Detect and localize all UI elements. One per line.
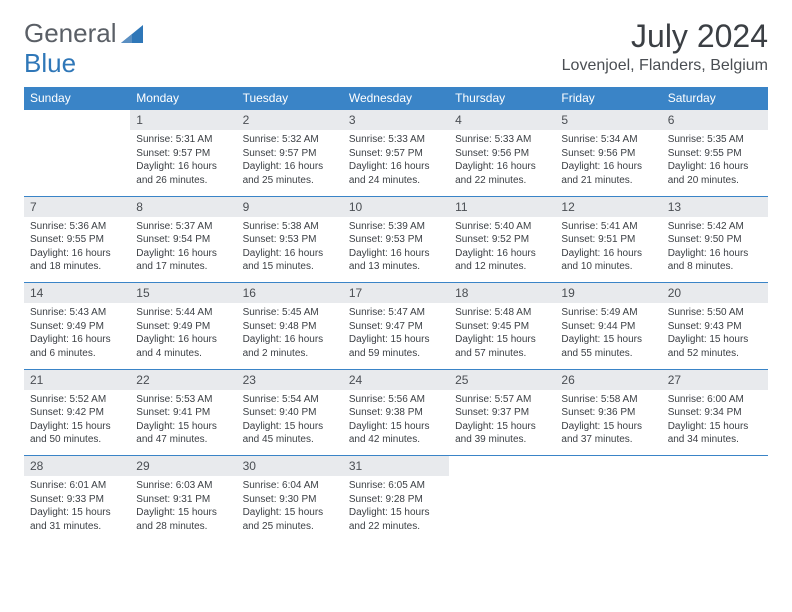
weekday-header: Saturday bbox=[662, 87, 768, 110]
title-block: July 2024 Lovenjoel, Flanders, Belgium bbox=[562, 18, 768, 75]
day-content-cell: Sunrise: 5:31 AMSunset: 9:57 PMDaylight:… bbox=[130, 130, 236, 196]
header: General July 2024 Lovenjoel, Flanders, B… bbox=[24, 18, 768, 75]
day-content-cell: Sunrise: 5:32 AMSunset: 9:57 PMDaylight:… bbox=[237, 130, 343, 196]
day-number-cell: 9 bbox=[237, 196, 343, 217]
day-content-cell: Sunrise: 5:52 AMSunset: 9:42 PMDaylight:… bbox=[24, 390, 130, 456]
day-content-cell: Sunrise: 5:42 AMSunset: 9:50 PMDaylight:… bbox=[662, 217, 768, 283]
day-number-cell: 10 bbox=[343, 196, 449, 217]
day-content-cell: Sunrise: 6:01 AMSunset: 9:33 PMDaylight:… bbox=[24, 476, 130, 542]
weekday-header: Friday bbox=[555, 87, 661, 110]
day-number-cell: 1 bbox=[130, 110, 236, 131]
day-number-row: 14151617181920 bbox=[24, 283, 768, 304]
day-content-cell bbox=[449, 476, 555, 542]
day-content-cell: Sunrise: 6:03 AMSunset: 9:31 PMDaylight:… bbox=[130, 476, 236, 542]
calendar-table: Sunday Monday Tuesday Wednesday Thursday… bbox=[24, 87, 768, 542]
day-number-cell: 19 bbox=[555, 283, 661, 304]
day-number-cell: 21 bbox=[24, 369, 130, 390]
day-number-cell bbox=[449, 456, 555, 477]
day-content-cell bbox=[662, 476, 768, 542]
day-content-cell: Sunrise: 5:56 AMSunset: 9:38 PMDaylight:… bbox=[343, 390, 449, 456]
day-number-cell: 22 bbox=[130, 369, 236, 390]
day-content-cell: Sunrise: 5:39 AMSunset: 9:53 PMDaylight:… bbox=[343, 217, 449, 283]
day-number-cell: 2 bbox=[237, 110, 343, 131]
day-content-row: Sunrise: 6:01 AMSunset: 9:33 PMDaylight:… bbox=[24, 476, 768, 542]
day-content-cell: Sunrise: 5:48 AMSunset: 9:45 PMDaylight:… bbox=[449, 303, 555, 369]
day-content-cell: Sunrise: 5:57 AMSunset: 9:37 PMDaylight:… bbox=[449, 390, 555, 456]
day-content-cell: Sunrise: 5:47 AMSunset: 9:47 PMDaylight:… bbox=[343, 303, 449, 369]
day-content-cell: Sunrise: 5:33 AMSunset: 9:57 PMDaylight:… bbox=[343, 130, 449, 196]
day-content-cell: Sunrise: 5:37 AMSunset: 9:54 PMDaylight:… bbox=[130, 217, 236, 283]
day-content-row: Sunrise: 5:52 AMSunset: 9:42 PMDaylight:… bbox=[24, 390, 768, 456]
logo-text-general: General bbox=[24, 18, 117, 49]
day-number-cell bbox=[24, 110, 130, 131]
day-number-cell: 29 bbox=[130, 456, 236, 477]
day-number-cell: 23 bbox=[237, 369, 343, 390]
day-number-cell: 31 bbox=[343, 456, 449, 477]
day-number-cell: 11 bbox=[449, 196, 555, 217]
day-number-cell: 6 bbox=[662, 110, 768, 131]
day-number-cell: 16 bbox=[237, 283, 343, 304]
day-content-cell: Sunrise: 6:05 AMSunset: 9:28 PMDaylight:… bbox=[343, 476, 449, 542]
day-content-cell: Sunrise: 6:00 AMSunset: 9:34 PMDaylight:… bbox=[662, 390, 768, 456]
day-content-cell: Sunrise: 5:53 AMSunset: 9:41 PMDaylight:… bbox=[130, 390, 236, 456]
day-number-cell: 17 bbox=[343, 283, 449, 304]
day-content-row: Sunrise: 5:36 AMSunset: 9:55 PMDaylight:… bbox=[24, 217, 768, 283]
day-number-row: 78910111213 bbox=[24, 196, 768, 217]
day-content-cell: Sunrise: 5:33 AMSunset: 9:56 PMDaylight:… bbox=[449, 130, 555, 196]
day-number-cell: 4 bbox=[449, 110, 555, 131]
day-number-cell: 7 bbox=[24, 196, 130, 217]
day-number-cell: 12 bbox=[555, 196, 661, 217]
day-content-cell: Sunrise: 5:35 AMSunset: 9:55 PMDaylight:… bbox=[662, 130, 768, 196]
day-content-cell: Sunrise: 5:40 AMSunset: 9:52 PMDaylight:… bbox=[449, 217, 555, 283]
calendar-body: 123456Sunrise: 5:31 AMSunset: 9:57 PMDay… bbox=[24, 110, 768, 543]
weekday-header: Monday bbox=[130, 87, 236, 110]
weekday-header: Sunday bbox=[24, 87, 130, 110]
day-number-row: 21222324252627 bbox=[24, 369, 768, 390]
weekday-header-row: Sunday Monday Tuesday Wednesday Thursday… bbox=[24, 87, 768, 110]
day-content-row: Sunrise: 5:31 AMSunset: 9:57 PMDaylight:… bbox=[24, 130, 768, 196]
day-number-cell: 25 bbox=[449, 369, 555, 390]
day-number-cell: 26 bbox=[555, 369, 661, 390]
day-number-cell bbox=[662, 456, 768, 477]
day-content-cell: Sunrise: 5:50 AMSunset: 9:43 PMDaylight:… bbox=[662, 303, 768, 369]
logo: General bbox=[24, 18, 145, 49]
day-content-cell: Sunrise: 6:04 AMSunset: 9:30 PMDaylight:… bbox=[237, 476, 343, 542]
month-title: July 2024 bbox=[562, 18, 768, 55]
day-number-cell: 30 bbox=[237, 456, 343, 477]
day-number-row: 28293031 bbox=[24, 456, 768, 477]
day-number-cell: 15 bbox=[130, 283, 236, 304]
logo-triangle-icon bbox=[121, 25, 143, 43]
day-content-cell bbox=[555, 476, 661, 542]
day-content-cell bbox=[24, 130, 130, 196]
day-content-row: Sunrise: 5:43 AMSunset: 9:49 PMDaylight:… bbox=[24, 303, 768, 369]
day-content-cell: Sunrise: 5:34 AMSunset: 9:56 PMDaylight:… bbox=[555, 130, 661, 196]
location: Lovenjoel, Flanders, Belgium bbox=[562, 57, 768, 75]
day-number-cell: 20 bbox=[662, 283, 768, 304]
day-number-cell: 18 bbox=[449, 283, 555, 304]
day-number-row: 123456 bbox=[24, 110, 768, 131]
day-content-cell: Sunrise: 5:45 AMSunset: 9:48 PMDaylight:… bbox=[237, 303, 343, 369]
day-number-cell: 27 bbox=[662, 369, 768, 390]
day-number-cell: 14 bbox=[24, 283, 130, 304]
day-content-cell: Sunrise: 5:36 AMSunset: 9:55 PMDaylight:… bbox=[24, 217, 130, 283]
day-content-cell: Sunrise: 5:49 AMSunset: 9:44 PMDaylight:… bbox=[555, 303, 661, 369]
day-content-cell: Sunrise: 5:54 AMSunset: 9:40 PMDaylight:… bbox=[237, 390, 343, 456]
day-content-cell: Sunrise: 5:41 AMSunset: 9:51 PMDaylight:… bbox=[555, 217, 661, 283]
day-number-cell: 3 bbox=[343, 110, 449, 131]
day-number-cell: 13 bbox=[662, 196, 768, 217]
day-number-cell: 5 bbox=[555, 110, 661, 131]
day-number-cell: 28 bbox=[24, 456, 130, 477]
day-content-cell: Sunrise: 5:58 AMSunset: 9:36 PMDaylight:… bbox=[555, 390, 661, 456]
day-content-cell: Sunrise: 5:38 AMSunset: 9:53 PMDaylight:… bbox=[237, 217, 343, 283]
weekday-header: Wednesday bbox=[343, 87, 449, 110]
day-content-cell: Sunrise: 5:44 AMSunset: 9:49 PMDaylight:… bbox=[130, 303, 236, 369]
weekday-header: Tuesday bbox=[237, 87, 343, 110]
day-number-cell: 8 bbox=[130, 196, 236, 217]
day-content-cell: Sunrise: 5:43 AMSunset: 9:49 PMDaylight:… bbox=[24, 303, 130, 369]
weekday-header: Thursday bbox=[449, 87, 555, 110]
logo-text-blue: Blue bbox=[24, 48, 76, 79]
day-number-cell bbox=[555, 456, 661, 477]
day-number-cell: 24 bbox=[343, 369, 449, 390]
